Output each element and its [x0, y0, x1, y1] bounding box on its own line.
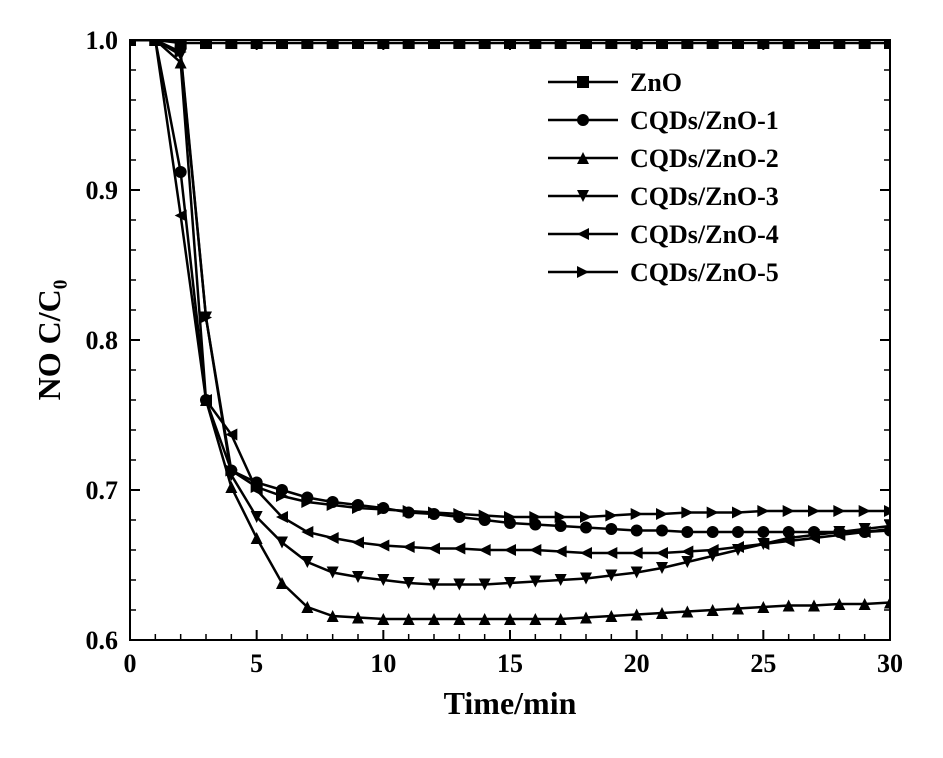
legend-label: ZnO: [630, 68, 682, 97]
svg-text:5: 5: [250, 649, 263, 678]
svg-text:25: 25: [750, 649, 776, 678]
svg-text:0.6: 0.6: [86, 626, 119, 655]
y-axis-label: NO C/C₀: [31, 280, 67, 401]
chart-svg: 0 5 10 15 20 25 30 0.6 0.7 0.8 0.9 1.0 Time/min NO C/…: [0, 0, 943, 758]
legend-label: CQDs/ZnO-5: [630, 258, 779, 287]
svg-text:20: 20: [624, 649, 650, 678]
svg-text:0: 0: [124, 649, 137, 678]
x-axis-label: Time/min: [444, 685, 577, 721]
chart-container: 0 5 10 15 20 25 30 0.6 0.7 0.8 0.9 1.0 Time/min NO C/…: [0, 0, 943, 758]
svg-text:1.0: 1.0: [86, 26, 119, 55]
svg-text:30: 30: [877, 649, 903, 678]
svg-text:10: 10: [370, 649, 396, 678]
legend-label: CQDs/ZnO-3: [630, 182, 779, 211]
svg-text:0.8: 0.8: [86, 326, 119, 355]
legend-label: CQDs/ZnO-4: [630, 220, 779, 249]
svg-text:15: 15: [497, 649, 523, 678]
svg-text:0.7: 0.7: [86, 476, 119, 505]
legend-label: CQDs/ZnO-2: [630, 144, 779, 173]
legend-label: CQDs/ZnO-1: [630, 106, 779, 135]
svg-text:0.9: 0.9: [86, 176, 119, 205]
